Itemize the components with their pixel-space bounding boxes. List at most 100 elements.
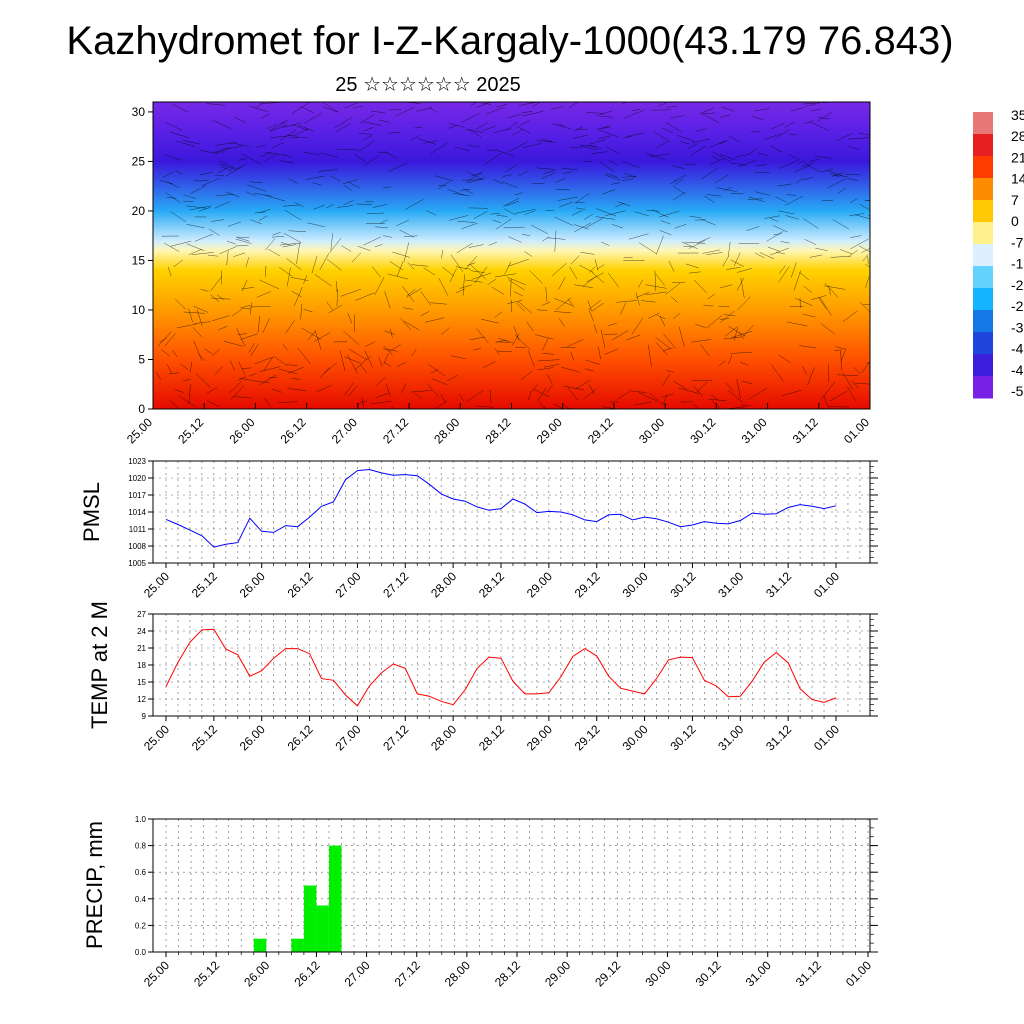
wind-barb [849,198,858,204]
wind-barb [709,157,725,166]
wind-barb [513,291,523,297]
wind-barb [330,175,341,182]
wind-barb [175,140,196,147]
x-tick-label: 25.12 [189,569,220,600]
wind-barb [589,266,596,273]
wind-barb [242,153,262,165]
wind-barb [496,215,508,217]
cross-section-y-axis: 0 5 10 15 20 25 30 [132,105,153,416]
x-tick-label: 29.12 [592,958,623,989]
wind-barb [482,125,497,132]
wind-barb [250,343,259,357]
colorbar-swatch [973,310,993,333]
wind-barb [621,175,637,178]
wind-barb [237,158,247,161]
wind-barb [703,195,715,203]
wind-barb [364,155,380,166]
wind-barb [688,240,706,249]
wind-barb [347,385,358,398]
wind-barb [672,185,686,195]
wind-barb [681,241,698,249]
wind-barb [441,249,444,259]
wind-barb [769,145,783,153]
wind-barb [470,336,485,341]
wind-barb [529,270,543,284]
wind-barb [709,140,727,148]
wind-barb [661,393,674,398]
wind-barb [617,389,633,400]
wind-barb [188,248,203,255]
wind-barb [740,277,745,298]
wind-barb [626,132,645,137]
wind-barb [268,249,280,256]
wind-barb [695,128,707,132]
wind-barb [207,254,219,257]
wind-barb [785,195,804,206]
wind-barb [459,394,465,402]
wind-barb [387,273,409,280]
wind-barb [738,242,760,244]
wind-barb [580,251,595,255]
y-tick-label: 1020 [128,474,146,483]
wind-barb [285,320,295,334]
wind-barb [363,236,381,246]
wind-barb [211,297,231,300]
wind-barb [382,150,398,160]
wind-barb [702,249,720,254]
wind-barb [334,117,352,129]
wind-barb [241,279,248,292]
wind-barb [516,302,525,312]
wind-barb [319,253,329,271]
wind-barb [354,355,372,370]
wind-barb [378,356,383,367]
wind-barb [790,107,805,112]
wind-barb [784,122,795,128]
wind-barb [868,214,870,217]
x-tick-label: 31.00 [715,569,746,600]
wind-barb [635,292,640,306]
wind-barb [588,310,594,322]
wind-barb [730,162,747,166]
colorbar-label: 21 [1011,150,1024,166]
x-tick-label: 30.12 [667,722,698,753]
wind-barb [269,122,286,131]
x-tick-label: 29.12 [585,415,616,446]
wind-barb [449,268,457,282]
wind-barb [568,102,578,108]
wind-barb [492,219,501,223]
wind-barb [505,200,520,207]
wind-barb [542,338,549,351]
wind-barb [495,149,515,157]
wind-barb [286,364,298,366]
y-tick-label: 1017 [128,491,146,500]
wind-barb [814,155,832,159]
wind-barb [473,211,488,219]
wind-barb [848,137,870,140]
wind-barb [343,185,353,191]
wind-barb [802,365,807,375]
wind-barb [364,341,376,347]
wind-barb [162,171,174,178]
wind-barb [420,291,432,306]
colorbar-label: -1 [1011,256,1024,272]
wind-barb [462,274,465,296]
wind-barb [859,245,870,253]
wind-barb [551,262,567,277]
colorbar-swatch [973,134,993,157]
colorbar-swatch [973,332,993,355]
wind-barb [724,186,733,191]
x-tick-label: 28.12 [476,722,507,753]
wind-barb [748,388,767,400]
wind-barb [817,117,830,120]
wind-barb [780,241,790,244]
wind-barb [665,122,684,133]
wind-barb [475,405,495,408]
pmsl-frame [152,460,871,564]
wind-barb [340,288,361,297]
wind-barb [594,259,599,271]
wind-barb [727,135,741,143]
wind-barb [802,102,821,105]
wind-barb [259,279,280,290]
wind-barb [438,184,447,187]
